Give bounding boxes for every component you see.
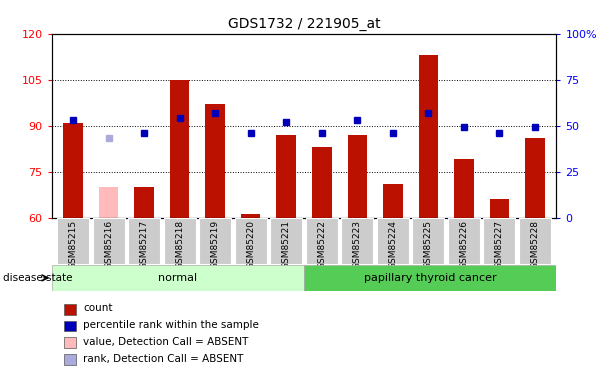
Bar (489, 199, 510, 217)
Bar (64, 354, 76, 365)
Bar (98, 187, 119, 218)
Bar (63, 123, 83, 218)
Text: GSM85215: GSM85215 (69, 220, 77, 269)
Text: GSM85223: GSM85223 (353, 220, 362, 269)
Bar (199, 217, 231, 264)
Bar (341, 217, 373, 264)
Bar (64, 338, 76, 348)
Text: GSM85224: GSM85224 (389, 220, 398, 269)
Bar (206, 104, 225, 218)
Text: GSM85221: GSM85221 (282, 220, 291, 269)
Bar (92, 217, 125, 264)
Bar (519, 217, 551, 264)
Bar (277, 135, 296, 218)
Text: GSM85226: GSM85226 (460, 220, 468, 269)
Text: percentile rank within the sample: percentile rank within the sample (83, 320, 259, 330)
Text: GSM85222: GSM85222 (317, 220, 326, 269)
Text: GSM85228: GSM85228 (531, 220, 539, 269)
Bar (412, 217, 444, 264)
Bar (525, 138, 545, 218)
Bar (170, 80, 189, 218)
Text: GSM85220: GSM85220 (246, 220, 255, 269)
Bar (304, 265, 556, 291)
Text: value, Detection Call = ABSENT: value, Detection Call = ABSENT (83, 337, 249, 347)
Bar (64, 304, 76, 315)
Bar (57, 217, 89, 264)
Text: GSM85217: GSM85217 (140, 220, 148, 269)
Bar (164, 217, 196, 264)
Bar (306, 217, 338, 264)
Bar (270, 217, 302, 264)
Bar (128, 217, 160, 264)
Text: count: count (83, 303, 112, 313)
Bar (348, 135, 367, 218)
Bar (134, 187, 154, 218)
Bar (419, 55, 438, 217)
Bar (312, 147, 331, 218)
Text: GSM85216: GSM85216 (104, 220, 113, 269)
Bar (52, 265, 304, 291)
Text: normal: normal (158, 273, 198, 283)
Bar (448, 217, 480, 264)
Bar (235, 217, 267, 264)
Text: GSM85218: GSM85218 (175, 220, 184, 269)
Bar (454, 159, 474, 218)
Text: GSM85227: GSM85227 (495, 220, 504, 269)
Bar (64, 321, 76, 332)
Bar (377, 217, 409, 264)
Bar (483, 217, 516, 264)
Text: GSM85219: GSM85219 (210, 220, 219, 269)
Text: GSM85225: GSM85225 (424, 220, 433, 269)
Bar (241, 214, 260, 217)
Text: GDS1732 / 221905_at: GDS1732 / 221905_at (227, 17, 381, 31)
Text: disease state: disease state (3, 273, 72, 283)
Bar (383, 184, 402, 218)
Text: papillary thyroid cancer: papillary thyroid cancer (364, 273, 497, 283)
Text: rank, Detection Call = ABSENT: rank, Detection Call = ABSENT (83, 354, 244, 364)
